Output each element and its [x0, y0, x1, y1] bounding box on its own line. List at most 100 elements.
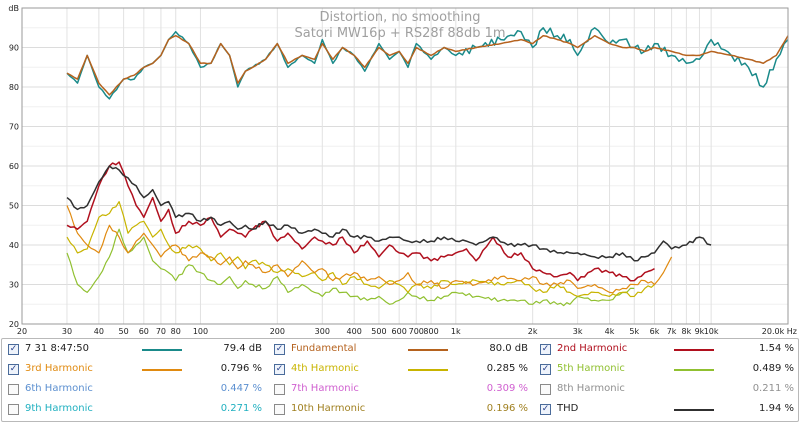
legend-checkbox[interactable]	[540, 384, 551, 395]
legend-checkbox[interactable]: ✓	[540, 344, 551, 355]
legend-color-swatch	[674, 409, 714, 411]
legend-color-swatch	[674, 369, 714, 371]
x-tick-label: 9k	[695, 327, 705, 336]
legend-checkbox[interactable]: ✓	[540, 364, 551, 375]
y-tick-label: 30	[9, 281, 19, 290]
x-tick-label: 700	[409, 327, 424, 336]
legend-item[interactable]: ✓ 4th Harmonic 0.285 %	[268, 360, 534, 380]
legend-value: 80.0 dB	[489, 343, 528, 354]
legend-item[interactable]: ✓ Fundamental 80.0 dB	[268, 340, 534, 360]
x-tick-label: 300	[315, 327, 330, 336]
x-tick-label: 40	[94, 327, 104, 336]
legend-panel: ✓ 7 31 8:47:50 79.4 dB ✓ Fundamental 80.0 dB ✓…	[1, 338, 799, 422]
legend-label: 3rd Harmonic	[25, 363, 93, 374]
series-line-5th-harmonic	[66, 228, 635, 307]
x-tick-label: 10k	[704, 327, 719, 336]
legend-checkbox[interactable]	[274, 404, 285, 415]
chart-series-group	[66, 27, 789, 307]
legend-label: 10th Harmonic	[291, 403, 366, 414]
y-tick-label: 20	[9, 320, 19, 329]
legend-checkbox[interactable]: ✓	[8, 344, 19, 355]
legend-checkbox[interactable]: ✓	[274, 344, 285, 355]
series-line-3rd-harmonic	[66, 205, 673, 294]
legend-item[interactable]: ✓ 7 31 8:47:50 79.4 dB	[2, 340, 268, 360]
x-tick-label: 400	[347, 327, 362, 336]
x-tick-label: 500	[371, 327, 386, 336]
legend-value: 0.271 %	[220, 403, 262, 414]
legend-color-swatch	[142, 349, 182, 351]
legend-checkbox[interactable]: ✓	[274, 364, 285, 375]
legend-label: THD	[557, 403, 579, 414]
legend-value: 0.309 %	[486, 383, 528, 394]
legend-item[interactable]: 6th Harmonic 0.447 %	[2, 380, 268, 400]
legend-label: 7th Harmonic	[291, 383, 359, 394]
legend-item[interactable]: ✓ THD 1.94 %	[534, 400, 800, 420]
legend-item[interactable]: ✓ 2nd Harmonic 1.54 %	[534, 340, 800, 360]
legend-checkbox[interactable]	[8, 384, 19, 395]
legend-label: 8th Harmonic	[557, 383, 625, 394]
series-line-fundamental	[66, 34, 789, 96]
legend-label: 9th Harmonic	[25, 403, 93, 414]
x-tick-label: 4k	[605, 327, 615, 336]
x-tick-label: 80	[171, 327, 181, 336]
legend-checkbox[interactable]	[8, 404, 19, 415]
x-tick-label: 3k	[573, 327, 583, 336]
x-tick-label: 60	[139, 327, 149, 336]
x-tick-label: 70	[156, 327, 166, 336]
chart-background	[0, 0, 800, 338]
chart-svg: 20 30 40 50 60 70 80 90 dB 20 30 40 50 60 70 80 100 200 30…	[0, 0, 800, 338]
x-tick-label: 5k	[629, 327, 639, 336]
legend-checkbox[interactable]	[274, 384, 285, 395]
plot-frame	[21, 7, 789, 325]
legend-item[interactable]: 10th Harmonic 0.196 %	[268, 400, 534, 420]
legend-value: 0.447 %	[220, 383, 262, 394]
legend-color-swatch	[674, 349, 714, 351]
y-tick-label: 70	[9, 123, 19, 132]
x-tick-label: 800	[423, 327, 438, 336]
legend-value: 79.4 dB	[223, 343, 262, 354]
x-tick-label: 1k	[451, 327, 461, 336]
legend-value: 0.196 %	[486, 403, 528, 414]
legend-color-swatch	[142, 369, 182, 371]
legend-value: 0.796 %	[220, 363, 262, 374]
x-tick-label: 20	[17, 327, 27, 336]
y-tick-label: 50	[9, 202, 19, 211]
distortion-chart: 20 30 40 50 60 70 80 90 dB 20 30 40 50 60 70 80 100 200 30…	[0, 0, 800, 338]
legend-item[interactable]: ✓ 5th Harmonic 0.489 %	[534, 360, 800, 380]
x-tick-label: 100	[193, 327, 208, 336]
legend-item[interactable]: ✓ 3rd Harmonic 0.796 %	[2, 360, 268, 380]
legend-label: 6th Harmonic	[25, 383, 93, 394]
y-tick-label: 80	[9, 83, 19, 92]
legend-value: 1.94 %	[759, 403, 794, 414]
legend-label: 2nd Harmonic	[557, 343, 628, 354]
legend-value: 1.54 %	[759, 343, 794, 354]
series-line-2nd-harmonic	[66, 161, 655, 282]
legend-label: 5th Harmonic	[557, 363, 625, 374]
legend-value: 0.211 %	[752, 383, 794, 394]
legend-value: 0.285 %	[486, 363, 528, 374]
x-tick-label: 8k	[682, 327, 692, 336]
x-tick-label: 600	[392, 327, 407, 336]
legend-label: Fundamental	[291, 343, 357, 354]
y-tick-label: 90	[9, 44, 19, 53]
legend-label: 7 31 8:47:50	[25, 343, 89, 354]
chart-subtitle: Satori MW16p + RS28f 88db 1m	[294, 26, 505, 41]
legend-item[interactable]: 9th Harmonic 0.271 %	[2, 400, 268, 420]
legend-value: 0.489 %	[752, 363, 794, 374]
x-tick-label: 2k	[528, 327, 538, 336]
legend-checkbox[interactable]: ✓	[8, 364, 19, 375]
legend-item[interactable]: 7th Harmonic 0.309 %	[268, 380, 534, 400]
x-tick-label: 6k	[650, 327, 660, 336]
y-tick-label: 40	[9, 241, 19, 250]
x-tick-label: 50	[119, 327, 129, 336]
legend-color-swatch	[408, 349, 448, 351]
x-tick-label: 30	[62, 327, 72, 336]
legend-item[interactable]: 8th Harmonic 0.211 %	[534, 380, 800, 400]
legend-checkbox[interactable]: ✓	[540, 404, 551, 415]
y-tick-label: 60	[9, 162, 19, 171]
legend-label: 4th Harmonic	[291, 363, 359, 374]
x-tick-label: 7k	[667, 327, 677, 336]
y-tick-label: dB	[8, 4, 19, 13]
series-line-thd	[66, 165, 712, 262]
x-tick-label: 200	[270, 327, 285, 336]
